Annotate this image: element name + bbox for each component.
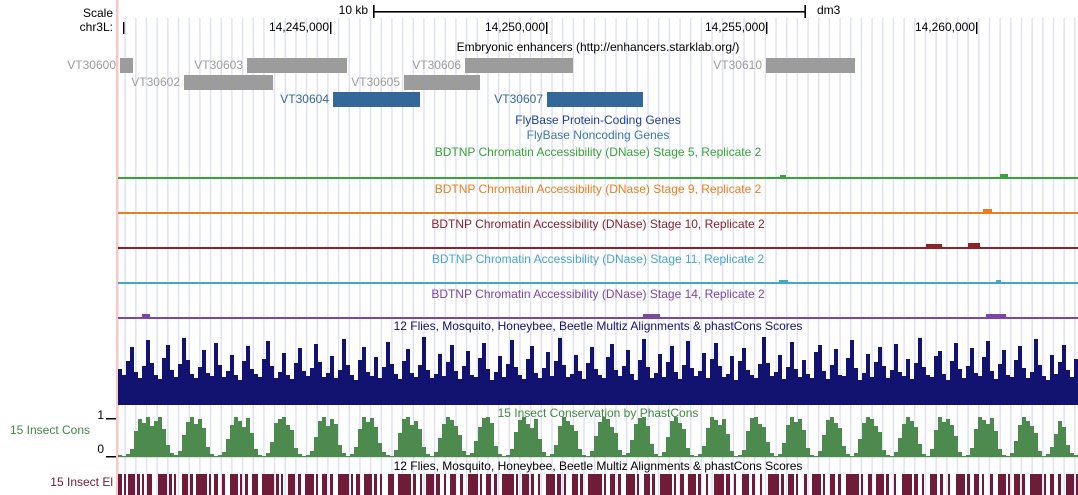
track-title-stage11: BDTNP Chromatin Accessibility (DNase) St… — [431, 252, 765, 266]
enhancer-box-VT30604[interactable] — [333, 92, 420, 107]
signal-track-stage9[interactable] — [118, 209, 1078, 214]
scale-label: Scale — [82, 6, 113, 20]
enhancer-box-VT30610[interactable] — [766, 58, 855, 73]
phastcons-baseline — [118, 456, 1078, 458]
track-title-stage5: BDTNP Chromatin Accessibility (DNase) St… — [434, 145, 762, 159]
enhancer-box-VT30602[interactable] — [184, 75, 273, 90]
enhancer-box-VT30607[interactable] — [547, 92, 643, 107]
axis-label-zero: 0 — [97, 442, 104, 456]
coordinate-label: 14,255,000 — [704, 20, 765, 34]
track-title-flybase-noncoding: FlyBase Noncoding Genes — [526, 128, 670, 142]
enhancer-box-VT30603[interactable] — [247, 58, 347, 73]
track-title-multiz-top: 12 Flies, Mosquito, Honeybee, Beetle Mul… — [393, 319, 803, 333]
enhancer-label-VT30610: VT30610 — [713, 58, 762, 72]
track-title-stage10: BDTNP Chromatin Accessibility (DNase) St… — [431, 217, 765, 231]
track-left-label-insect-elements: 15 Insect El — [50, 475, 113, 489]
signal-track-stage10[interactable] — [118, 243, 1078, 249]
coordinate-label: 14,250,000 — [484, 20, 545, 34]
axis-label-one: 1 — [97, 408, 104, 422]
enhancer-label-VT30606: VT30606 — [412, 58, 461, 72]
track-title-embryonic-enhancers: Embryonic enhancers (http://enhancers.st… — [456, 40, 740, 54]
phastcons-histogram[interactable] — [118, 417, 1078, 458]
axis-tick-zero — [106, 456, 116, 458]
signal-track-stage11[interactable] — [118, 280, 1078, 284]
coordinate-ruler — [123, 22, 978, 34]
coordinate-tick — [546, 22, 548, 34]
enhancer-box-VT30605[interactable] — [404, 75, 480, 90]
enhancer-label-VT30607: VT30607 — [494, 92, 543, 106]
embryonic-enhancers-track[interactable] — [120, 58, 855, 107]
enhancer-label-VT30604: VT30604 — [280, 92, 329, 106]
track-title-stage9: BDTNP Chromatin Accessibility (DNase) St… — [434, 182, 762, 196]
track-title-phastcons: 15 Insect Conservation by PhastCons — [497, 406, 699, 420]
ruler-distance-label: 10 kb — [338, 3, 368, 17]
assembly-label: dm3 — [817, 3, 841, 17]
track-title-stage14: BDTNP Chromatin Accessibility (DNase) St… — [431, 287, 765, 301]
coordinate-label: 14,245,000 — [268, 20, 329, 34]
enhancer-label-VT30603: VT30603 — [194, 58, 243, 72]
chromosome-label: chr3L: — [79, 20, 113, 34]
coordinate-tick — [766, 22, 768, 34]
multiz-histogram[interactable] — [118, 337, 1078, 405]
grid-lines — [124, 18, 1076, 495]
scale-bar — [373, 5, 806, 18]
enhancer-box-VT30600[interactable] — [120, 58, 133, 73]
enhancer-label-VT30600: VT30600 — [67, 58, 116, 72]
coordinate-tick — [976, 22, 978, 34]
coordinate-label: 14,260,000 — [914, 20, 975, 34]
signal-track-stage5[interactable] — [118, 174, 1078, 179]
signal-track-stage14[interactable] — [118, 314, 1078, 319]
position-tick — [123, 22, 125, 34]
track-left-label-phastcons: 15 Insect Cons — [9, 423, 90, 437]
axis-tick-one — [106, 418, 116, 420]
coordinate-tick — [330, 22, 332, 34]
insect-elements-track[interactable] — [118, 474, 1078, 495]
track-title-multiz-bottom: 12 Flies, Mosquito, Honeybee, Beetle Mul… — [393, 459, 803, 473]
track-title-flybase-coding: FlyBase Protein-Coding Genes — [515, 113, 681, 127]
enhancer-box-VT30606[interactable] — [465, 58, 573, 73]
enhancer-label-VT30605: VT30605 — [351, 75, 400, 89]
enhancer-label-VT30602: VT30602 — [131, 75, 180, 89]
highlight-line — [116, 0, 119, 495]
